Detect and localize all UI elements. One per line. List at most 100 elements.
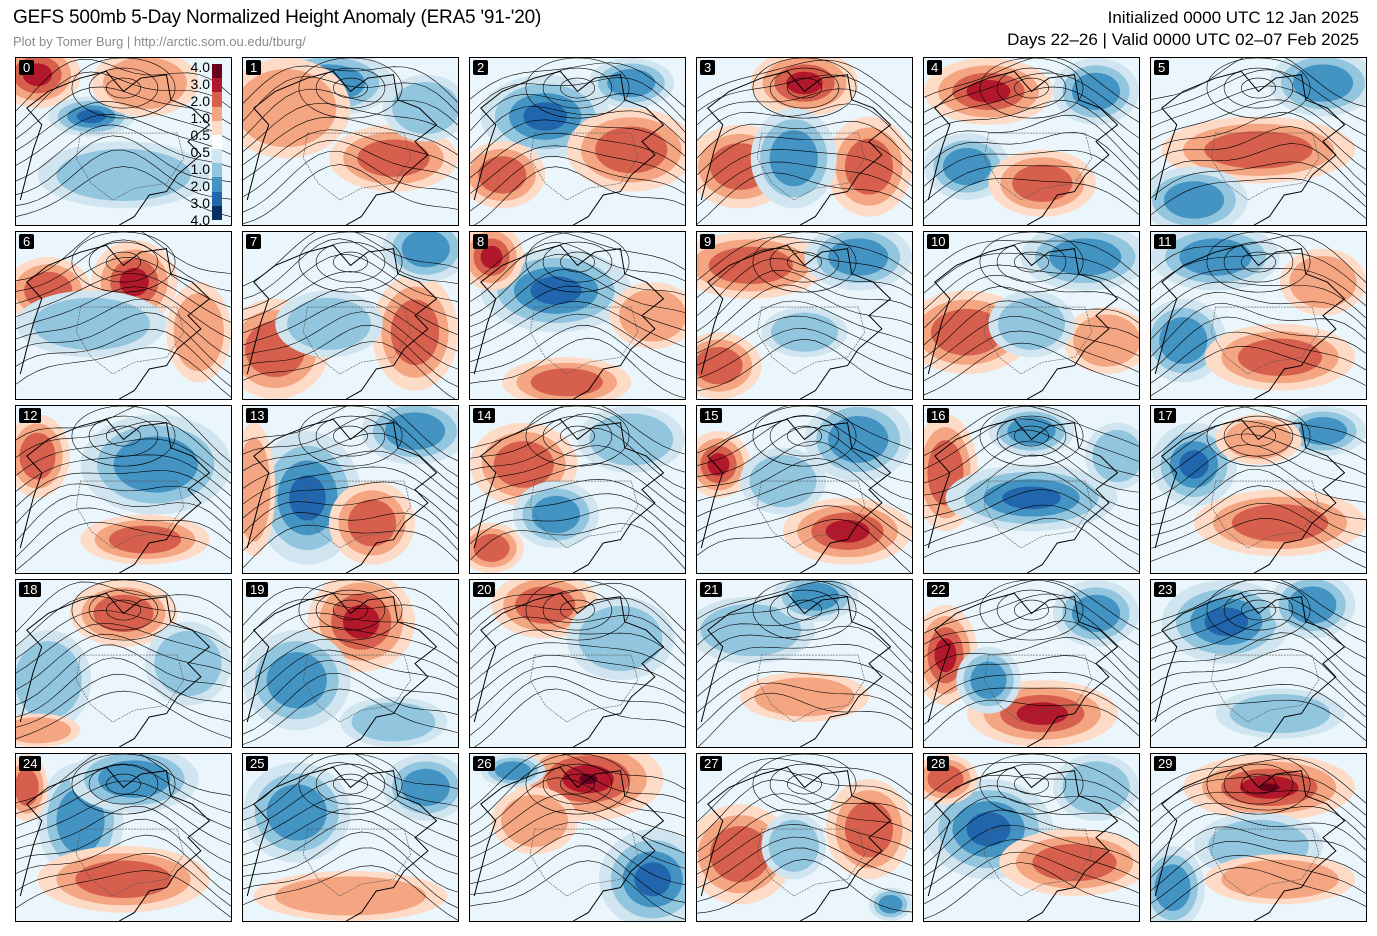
height-contour xyxy=(1241,77,1276,99)
anomaly-map xyxy=(470,580,685,747)
anomaly-map xyxy=(470,406,685,573)
height-contour xyxy=(16,239,231,292)
height-contour xyxy=(470,445,685,503)
positive-anomaly-shading xyxy=(16,717,72,744)
height-contour xyxy=(542,67,613,109)
height-contour xyxy=(697,426,912,483)
height-contour xyxy=(88,763,159,805)
coastline xyxy=(473,244,665,399)
height-contour xyxy=(470,479,685,528)
positive-anomaly-shading xyxy=(1016,702,1068,725)
height-contour xyxy=(924,274,1139,329)
negative-anomaly-shading xyxy=(1229,694,1331,734)
height-contour xyxy=(88,415,159,457)
height-contour xyxy=(697,824,912,875)
height-contour xyxy=(787,77,822,99)
height-contour xyxy=(697,121,912,162)
height-contour xyxy=(470,301,685,350)
height-contour xyxy=(243,151,458,213)
height-contour xyxy=(16,595,231,647)
height-contour xyxy=(924,286,1139,346)
height-contour xyxy=(697,103,912,151)
state-borders xyxy=(1210,132,1320,201)
height-contour xyxy=(697,414,912,466)
height-contour xyxy=(315,241,386,283)
height-contour xyxy=(470,145,685,194)
negative-anomaly-shading xyxy=(634,862,672,897)
height-contour xyxy=(697,338,912,392)
anomaly-map xyxy=(697,754,912,921)
anomaly-map xyxy=(1151,580,1366,747)
colorbar-tick-label: 1.0 xyxy=(190,110,210,126)
positive-anomaly-shading xyxy=(473,533,510,562)
height-contour xyxy=(769,589,840,631)
height-contour xyxy=(16,794,231,846)
anomaly-map-panel: 22 xyxy=(923,579,1140,748)
positive-anomaly-shading xyxy=(357,139,430,177)
height-contour xyxy=(752,406,857,467)
height-contour xyxy=(470,106,685,149)
positive-anomaly-shading xyxy=(480,245,503,269)
negative-anomaly-shading xyxy=(1062,761,1130,814)
height-contour xyxy=(1151,684,1366,729)
height-contour xyxy=(525,580,630,641)
coastline xyxy=(473,418,665,573)
height-contour xyxy=(243,450,458,500)
height-contour xyxy=(243,406,458,462)
height-contour xyxy=(752,58,857,119)
coastline xyxy=(473,70,665,225)
colorbar-swatch xyxy=(212,64,222,79)
height-contour xyxy=(71,232,176,293)
positive-anomaly-shading xyxy=(1012,164,1073,202)
negative-anomaly-shading xyxy=(768,819,819,872)
negative-anomaly-shading xyxy=(1163,181,1225,219)
height-contour xyxy=(1151,592,1366,643)
colorbar-swatch xyxy=(212,205,222,220)
height-contour xyxy=(473,688,685,747)
coastline xyxy=(19,70,211,225)
anomaly-colorbar xyxy=(212,64,222,220)
height-contour xyxy=(470,777,685,838)
height-contour xyxy=(470,427,685,490)
height-contour xyxy=(697,768,912,823)
height-contour xyxy=(243,819,458,875)
height-contour xyxy=(697,692,912,747)
height-contour xyxy=(1151,331,1366,384)
height-contour xyxy=(243,831,458,893)
negative-anomaly-shading xyxy=(494,761,532,781)
height-contour xyxy=(924,418,1139,470)
height-contour xyxy=(924,149,1139,191)
anomaly-map-panel: 11 xyxy=(1150,231,1367,400)
negative-anomaly-shading xyxy=(1002,486,1061,510)
anomaly-map xyxy=(924,406,1139,573)
height-contour xyxy=(1206,406,1311,467)
negative-anomaly-shading xyxy=(16,641,82,720)
height-contour xyxy=(697,284,912,344)
height-contour xyxy=(1151,606,1366,659)
anomaly-map-panel: 15 xyxy=(696,405,913,574)
height-contour xyxy=(470,642,685,685)
height-contour xyxy=(697,315,912,366)
negative-anomaly-shading xyxy=(392,82,458,135)
state-borders xyxy=(983,654,1093,723)
height-contour xyxy=(71,406,176,467)
height-contour xyxy=(16,853,231,907)
positive-anomaly-shading xyxy=(173,293,224,372)
height-contour xyxy=(71,580,176,641)
anomaly-map-panel: 3 xyxy=(696,57,913,226)
coastline xyxy=(700,244,892,399)
colorbar-swatch xyxy=(212,177,222,192)
colorbar-tick-label: 0.5 xyxy=(190,127,210,143)
height-contour xyxy=(697,594,912,648)
height-contour xyxy=(697,518,912,573)
height-contour xyxy=(924,593,1139,646)
height-contour xyxy=(697,671,912,713)
anomaly-map-panel: 6 xyxy=(15,231,232,400)
height-contour xyxy=(525,754,630,815)
height-contour xyxy=(298,580,403,641)
height-contour xyxy=(752,580,857,641)
coastline xyxy=(927,70,1119,225)
height-contour xyxy=(243,587,458,626)
height-contour xyxy=(243,164,458,225)
height-contour xyxy=(243,512,458,551)
